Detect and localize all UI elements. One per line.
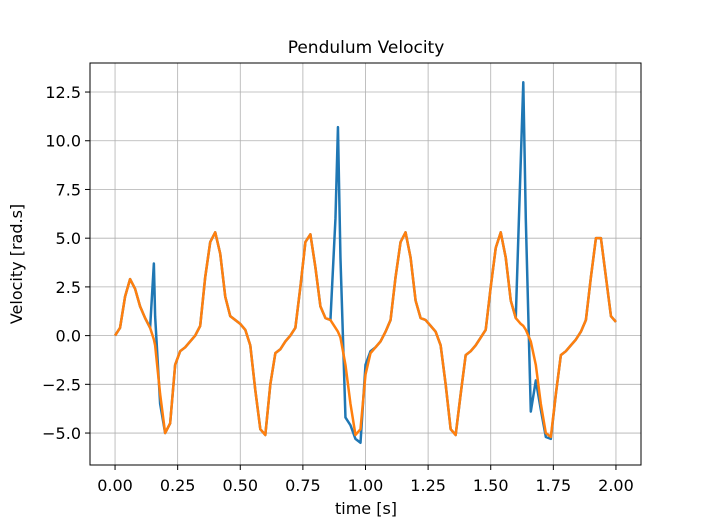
y-tick-label: 12.5 [45,83,81,102]
x-tick-label: 0.25 [160,476,196,495]
y-tick-label: −2.5 [42,375,81,394]
x-tick-label: 2.00 [598,476,634,495]
x-axis-label: time [s] [335,499,397,518]
y-axis-label: Velocity [rad.s] [7,204,26,324]
y-tick-label: 7.5 [56,180,81,199]
x-tick-label: 1.75 [536,476,572,495]
x-tick-label: 0.75 [285,476,321,495]
data-line [113,231,617,439]
x-tick-label: 1.50 [473,476,509,495]
y-tick-label: −5.0 [42,424,81,443]
y-tick-label: 0.0 [56,327,81,346]
x-tick-label: 0.00 [97,476,133,495]
plot-frame [89,62,642,466]
y-tick-label: 5.0 [56,229,81,248]
y-tick-label: 2.5 [56,278,81,297]
x-tick-label: 0.50 [222,476,258,495]
chart-title: Pendulum Velocity [288,38,445,58]
y-tick-label: 10.0 [45,132,81,151]
x-tick-label: 1.00 [348,476,384,495]
x-tick-label: 1.25 [410,476,446,495]
